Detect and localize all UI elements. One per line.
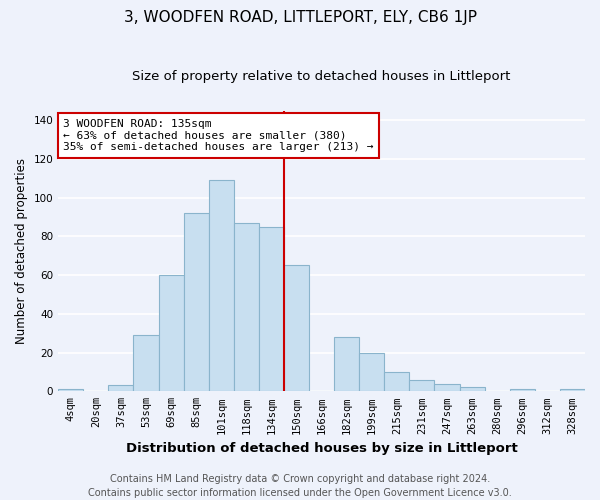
Text: 3 WOODFEN ROAD: 135sqm
← 63% of detached houses are smaller (380)
35% of semi-de: 3 WOODFEN ROAD: 135sqm ← 63% of detached… (64, 119, 374, 152)
X-axis label: Distribution of detached houses by size in Littleport: Distribution of detached houses by size … (126, 442, 517, 455)
Bar (284, 266, 309, 392)
Text: 3, WOODFEN ROAD, LITTLEPORT, ELY, CB6 1JP: 3, WOODFEN ROAD, LITTLEPORT, ELY, CB6 1J… (124, 10, 476, 25)
Title: Size of property relative to detached houses in Littleport: Size of property relative to detached ho… (133, 70, 511, 83)
Bar (334, 337, 359, 392)
Bar (510, 390, 535, 392)
Bar (133, 335, 158, 392)
Bar (109, 386, 133, 392)
Bar (234, 223, 259, 392)
Bar (209, 180, 234, 392)
Text: Contains HM Land Registry data © Crown copyright and database right 2024.
Contai: Contains HM Land Registry data © Crown c… (88, 474, 512, 498)
Bar (385, 372, 409, 392)
Bar (184, 213, 209, 392)
Bar (409, 380, 434, 392)
Bar (259, 226, 284, 392)
Bar (560, 390, 585, 392)
Bar (460, 388, 485, 392)
Bar (434, 384, 460, 392)
Bar (359, 352, 385, 392)
Bar (58, 390, 83, 392)
Y-axis label: Number of detached properties: Number of detached properties (15, 158, 28, 344)
Bar (158, 275, 184, 392)
